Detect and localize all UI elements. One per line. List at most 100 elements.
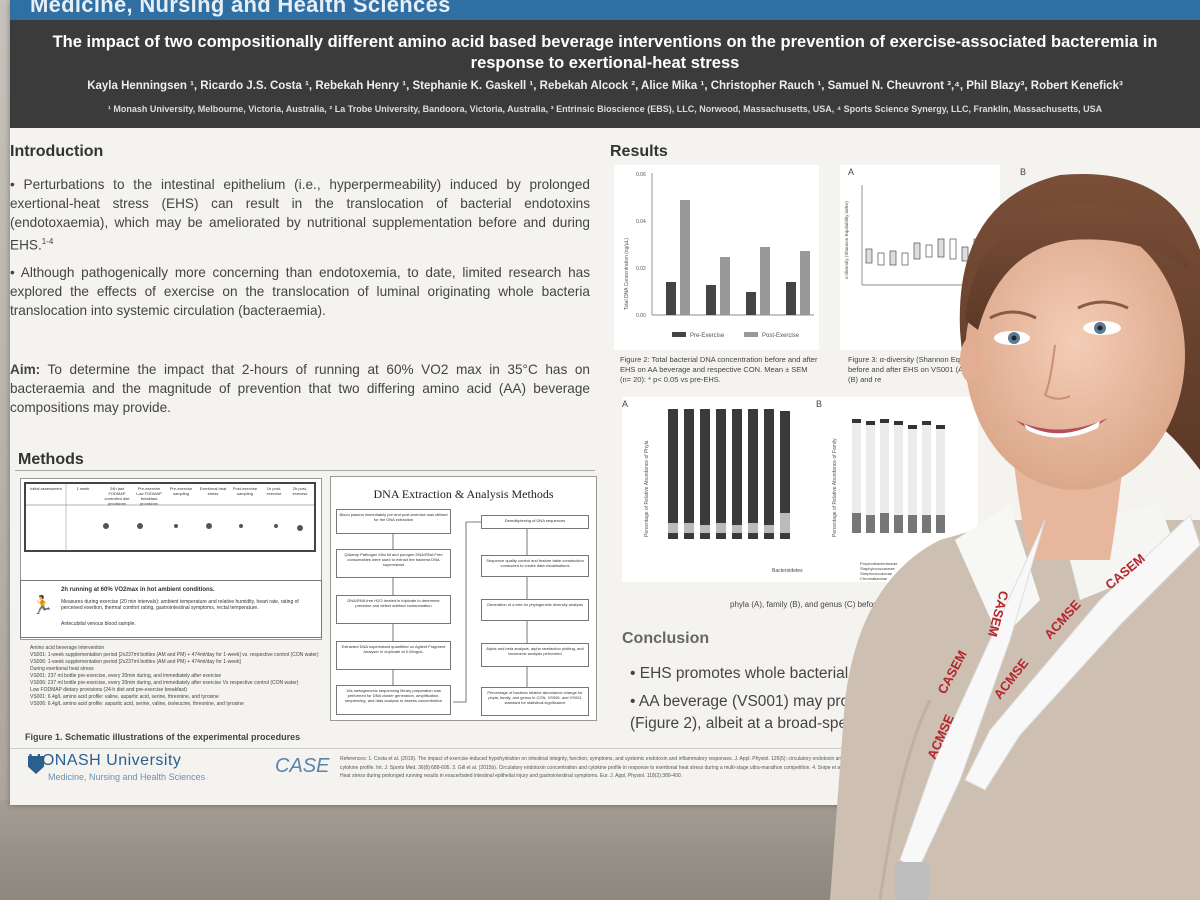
fig2-legend-post: Post-Exercise <box>762 333 800 339</box>
poster-title: The impact of two compositionally differ… <box>52 33 1158 72</box>
fig2-ytick-1: 0.04 <box>636 219 646 225</box>
fig4b-ylabel: Percentage of Relative Abundance of Fami… <box>832 438 838 537</box>
fig4a-ylabel: Percentage of Relative Abundance of Phyl… <box>644 440 650 537</box>
figure1-caption: Figure 1. Schematic illustrations of the… <box>25 732 301 742</box>
results-heading: Results <box>610 143 668 160</box>
schematic-header-1: 1 week <box>76 486 90 491</box>
poster-affiliations: ¹ Monash University, Melbourne, Victoria… <box>107 104 1103 114</box>
bev-line-5: VS006: 237 ml bottle pre-exercise, every… <box>30 680 299 686</box>
figure4-caption: phyla (A), family (B), and genus (C) bef… <box>730 600 912 609</box>
schematic-header-2: 24h last FODMAP controlled diet provisio… <box>104 486 130 506</box>
figure4a-svg: Percentage of Relative Abundance of Phyl… <box>644 409 803 574</box>
fig2-bar-3-pre <box>746 292 756 315</box>
aim-paragraph: Aim: To determine the impact that 2-hour… <box>10 360 590 417</box>
dna-box-title: DNA Extraction & Analysis Methods <box>373 487 554 501</box>
fig4b-legend-0: Propionibacteriaceae <box>860 561 898 566</box>
schematic-header-5: Exertional heat stress <box>199 486 227 496</box>
run-blood-text: Antecubital venous blood sample. <box>61 621 136 627</box>
dna-extraction-box: DNA Extraction & Analysis Methods Blood … <box>330 476 597 721</box>
schematic-header-8: 2h post-exercise <box>292 486 308 496</box>
bev-line-0: Amino acid beverage intervention <box>30 645 105 651</box>
fig2-ytick-2: 0.02 <box>636 266 646 272</box>
dna-step-8: Generation of a tree for phylogenetic di… <box>481 599 589 621</box>
monash-logo-text: MONASH University <box>28 752 182 769</box>
dna-step-5: 16s metagenomic sequencing library prepa… <box>336 685 451 715</box>
dna-step-9: Alpha and beta analysis, alpha rarefacti… <box>481 643 589 667</box>
fig4b-legend-2: Streptococcaceae <box>860 571 893 576</box>
fig3-ylabel: α-diversity (Shannon Equitability index) <box>844 201 849 279</box>
introduction-heading: Introduction <box>10 143 104 160</box>
figure2-svg: 0.06 0.04 0.02 0.00 Total DNA Concentrat… <box>624 172 814 339</box>
fig4a-legend-0: Bacteroidetes <box>772 568 803 574</box>
run-protocol-text: 2h running at 60% VO2max in hot ambient … <box>61 587 215 593</box>
dna-step-2: QIAamp Pathogen Mini kit and purogen DNA… <box>336 549 451 578</box>
schematic-header-7: 1h post-exercise <box>266 486 282 496</box>
lanyard-clip <box>895 862 929 900</box>
department-strip: Medicine, Nursing and Health Sciences <box>10 0 1200 20</box>
introduction-body: • Perturbations to the intestinal epithe… <box>10 175 590 328</box>
methods-heading: Methods <box>18 451 84 468</box>
beverage-intervention-list: Amino acid beverage intervention VS001: … <box>30 645 330 708</box>
lanyard-strap-right <box>964 514 1200 791</box>
bev-line-2: VS006: 1-week supplementation period [2x… <box>30 659 241 665</box>
schematic-table: Initial assessment 1 week 24h last FODMA… <box>24 482 316 552</box>
fig4b-legend-3: Chromatiaceae <box>860 576 888 581</box>
dna-step-1: Blood plasma immediately pre and post-ex… <box>336 509 451 534</box>
dna-step-6: Demultiplexing of DNA sequences <box>481 515 589 529</box>
figure4a-stacked-bars: A Percentage of Relative Abundance of Ph… <box>622 397 812 582</box>
dna-step-4: Extracted DNA supernatant quantified on … <box>336 641 451 670</box>
aim-text: To determine the impact that 2-hours of … <box>10 362 590 415</box>
department-title: Medicine, Nursing and Health Sciences <box>30 0 451 17</box>
footer-divider <box>10 748 1200 749</box>
fig2-bar-1-post <box>680 200 690 315</box>
fig2-bar-2-pre <box>706 285 716 315</box>
intro-bullet-2: • Although pathogenically more concernin… <box>10 264 590 318</box>
runner-icon: 🏃 <box>31 595 54 615</box>
conclusion-bullet-2b: (Figure 2), albeit at a broad-spectrum <box>630 715 886 732</box>
fig2-bar-2-post <box>720 257 730 315</box>
run-measures-text: Measures during exercise (20 min interva… <box>61 599 299 611</box>
fig2-bar-4-pre <box>786 282 796 315</box>
fig2-ytick-3: 0.00 <box>636 313 646 319</box>
schematic-header-4: Pre-exercise sampling <box>169 486 193 496</box>
poster-authors: Kayla Henningsen ¹, Ricardo J.S. Costa ¹… <box>87 80 1123 92</box>
bev-line-6: Low FODMAP dietary provisions (24-h diet… <box>30 687 187 693</box>
fig4-label-b: B <box>816 399 823 409</box>
figure2-bar-chart: 0.06 0.04 0.02 0.00 Total DNA Concentrat… <box>614 165 819 350</box>
intro-bullet-1-ref: 1-4 <box>41 237 54 246</box>
fig2-bar-4-post <box>800 251 810 315</box>
monash-shield-icon <box>28 756 44 774</box>
conclusion-heading: Conclusion <box>622 630 710 647</box>
schematic-header-3: Pre-exercise Low FODMAP breakfast provis… <box>136 486 162 506</box>
fig2-legend-post-swatch <box>744 332 758 337</box>
bev-line-4: VS001: 237 ml bottle pre-exercise, every… <box>30 673 222 679</box>
fig3-label-a: A <box>848 167 855 177</box>
dna-flow-arrows <box>392 521 528 703</box>
schematic-lines <box>26 484 314 550</box>
figure3-caption: Figure 3: α-diversity (Shannon Equitabil… <box>848 355 1005 384</box>
references: References: 1. Costa et al. (2019). The … <box>340 756 860 779</box>
figure4b-svg: Percentage of Relative Abundance of Fami… <box>832 419 945 581</box>
exercise-protocol-box: 2h running at 60% VO2max in hot ambient … <box>20 580 322 638</box>
case-logo: CASE <box>275 755 330 777</box>
fig3-label-b: B <box>1020 167 1027 177</box>
fig2-legend-pre-swatch <box>672 332 686 337</box>
fig2-legend-pre: Pre-Exercise <box>690 333 725 339</box>
schematic-header-0: Initial assessment <box>30 486 62 491</box>
title-band: The impact of two compositionally differ… <box>10 20 1200 128</box>
monash-faculty: Medicine, Nursing and Health Sciences <box>48 772 206 782</box>
schematic-header-6: Post-exercise sampling <box>232 486 258 496</box>
bev-line-8: VS006: 6.4g/L amino acid profile: aspart… <box>30 701 244 707</box>
intro-bullet-1: • Perturbations to the intestinal epithe… <box>10 175 590 255</box>
bev-line-3: During exertional heat stress <box>30 666 94 672</box>
dna-step-3: DNA/RNA free H2O treated in triplicate t… <box>336 595 451 624</box>
aim-label: Aim: <box>10 362 41 377</box>
intro-bullet-1-text: • Perturbations to the intestinal epithe… <box>10 177 590 253</box>
methods-divider <box>15 470 595 471</box>
dna-step-10: Percentage of bacteria relative abundanc… <box>481 687 589 716</box>
bev-line-1: VS001: 1-week supplementation period [2x… <box>30 652 319 658</box>
fig2-bar-1-pre <box>666 282 676 315</box>
fig4-label-a: A <box>622 399 629 409</box>
fig4b-legend-1: Staphylococcaceae <box>860 566 895 571</box>
